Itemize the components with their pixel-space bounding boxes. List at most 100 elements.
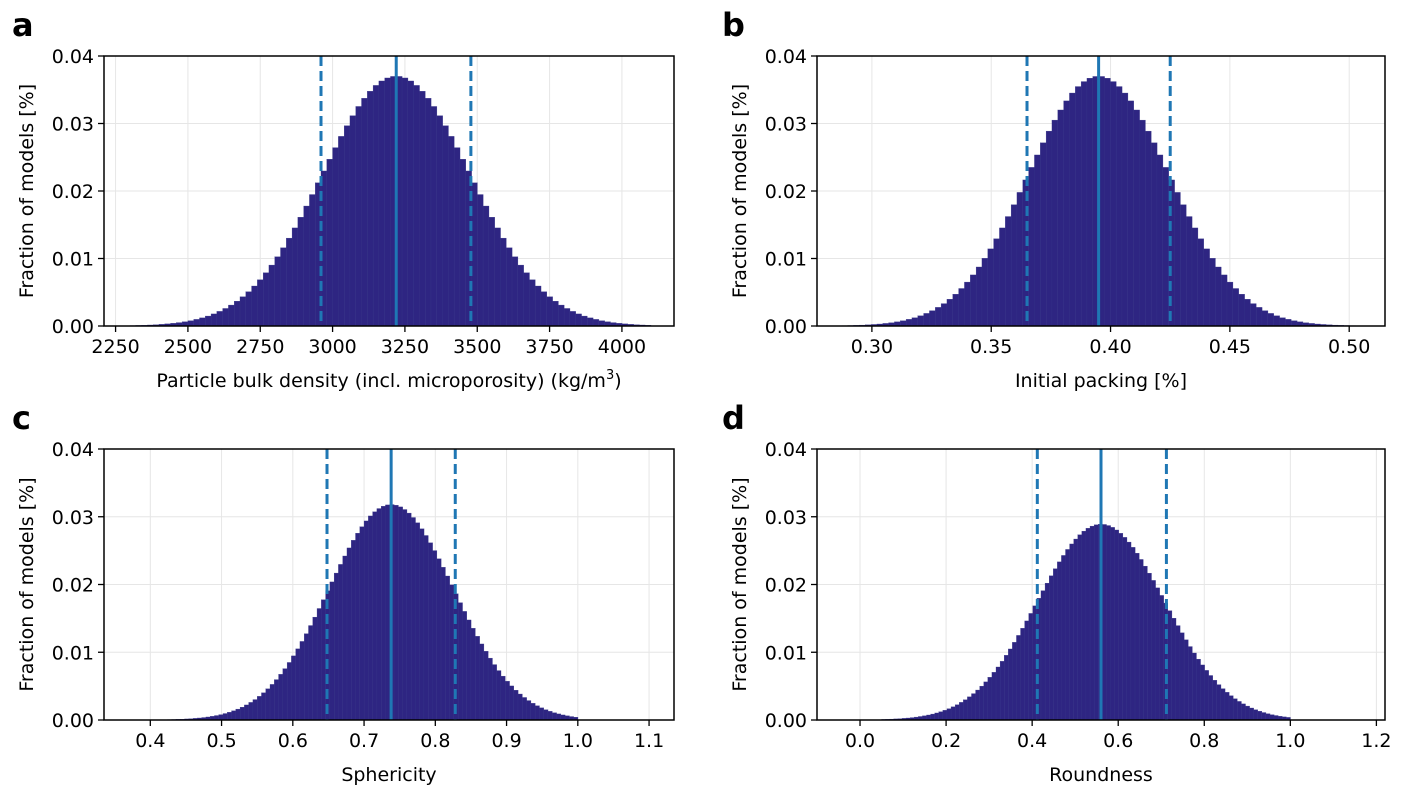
histogram-bar: [999, 227, 1006, 327]
histogram-bar: [1224, 692, 1230, 721]
x-axis-label-text: Particle bulk density (incl. microporosi…: [156, 370, 606, 392]
x-axis-label-text: Sphericity: [341, 764, 436, 785]
x-tick-label: 3500: [453, 336, 501, 358]
histogram-bar: [436, 558, 442, 721]
histogram-bar: [1209, 258, 1216, 327]
histogram-bar: [504, 681, 510, 721]
histogram-bar: [248, 702, 254, 721]
histogram-bar: [1143, 565, 1148, 721]
histogram-bar: [1253, 709, 1258, 721]
histogram-bar: [1174, 192, 1181, 327]
y-tick-label: 0.01: [765, 642, 807, 664]
y-tick-label: 0.01: [765, 249, 807, 271]
histogram-bar: [222, 308, 229, 327]
histogram-bar: [239, 296, 247, 327]
x-tick-label: 1.0: [563, 730, 593, 752]
x-tick-label: 0.4: [135, 730, 165, 752]
histogram-bar: [459, 159, 466, 327]
histogram-bar: [1081, 530, 1087, 721]
panel-letter: a: [12, 6, 34, 44]
histogram-bar: [304, 633, 309, 721]
histogram-bar: [954, 704, 960, 721]
histogram-bar: [1226, 281, 1234, 327]
histogram-bar: [971, 693, 976, 721]
histogram-bar: [1121, 92, 1129, 327]
histogram-bar: [1044, 582, 1050, 721]
histogram-bar: [993, 238, 1000, 327]
histogram-bar: [1077, 534, 1083, 721]
histogram-bar: [569, 311, 576, 327]
x-tick-label: 0.30: [851, 336, 893, 358]
histogram-bar: [245, 291, 252, 327]
histogram-bar: [575, 313, 582, 327]
histogram-bar: [1115, 86, 1123, 327]
histogram-bar: [938, 711, 944, 721]
histogram-bar: [540, 291, 547, 327]
histogram-bar: [963, 699, 968, 721]
histogram-bar: [291, 227, 299, 327]
x-axis-label: Initial packing [%]: [1015, 370, 1187, 392]
histogram-bar: [295, 648, 301, 721]
histogram-bar: [1203, 248, 1210, 327]
histogram-bar: [308, 625, 314, 721]
histogram-bar: [1232, 698, 1238, 721]
histogram-bar: [930, 713, 935, 721]
x-axis-label-text: Initial packing [%]: [1015, 370, 1187, 392]
histogram-bar: [1069, 543, 1074, 721]
y-tick-label: 0.02: [52, 575, 94, 597]
histogram-bar: [526, 700, 532, 721]
histogram-bar: [1053, 568, 1058, 721]
histogram-bar: [239, 707, 245, 721]
x-tick-label: 0.35: [970, 336, 1012, 358]
histogram-bar: [228, 304, 235, 327]
histogram-bar: [344, 125, 351, 327]
histogram-bar: [926, 714, 931, 721]
histogram-bar: [506, 247, 513, 327]
histogram-bar: [349, 115, 357, 327]
histogram-bar: [372, 511, 378, 721]
histogram-bar: [406, 512, 412, 721]
histogram-bar: [1004, 655, 1009, 721]
histogram-bar: [1020, 628, 1025, 721]
y-tick-label: 0.04: [52, 46, 94, 68]
histogram-bar: [511, 256, 519, 327]
histogram-bar: [440, 567, 446, 721]
histogram-bar: [1139, 119, 1146, 327]
histogram-bar: [1086, 78, 1094, 327]
histogram-bar: [543, 709, 549, 721]
histogram-bar: [342, 555, 348, 721]
histogram-bar: [1191, 227, 1199, 327]
histogram-bar: [1156, 154, 1164, 327]
histogram-bar: [1273, 315, 1280, 327]
histogram-bar: [1162, 167, 1169, 327]
histogram-bar: [231, 710, 237, 721]
x-tick-label: 0.50: [1328, 336, 1370, 358]
histogram-bar: [1244, 299, 1251, 327]
histogram-bar: [959, 702, 964, 721]
histogram-bar: [466, 619, 472, 721]
histogram-bar: [911, 317, 919, 327]
histogram-bar: [268, 264, 276, 327]
histogram-bar: [1250, 303, 1257, 327]
x-tick-label: 2750: [236, 336, 284, 358]
histogram-bar: [376, 508, 382, 721]
y-tick-label: 0.00: [765, 316, 807, 338]
panel-d: d 0.0 0.2 0.4 0.6 0.8 1.0 1.2 0.00 0.01 0.02 0.03 0.…: [722, 399, 1392, 785]
histogram-bar: [946, 708, 952, 721]
y-axis-label: Fraction of models [%]: [729, 84, 751, 298]
histogram-bar: [1255, 307, 1263, 327]
y-tick-label: 0.04: [52, 439, 94, 461]
histogram-bar: [415, 522, 420, 721]
histogram-bar: [1215, 266, 1222, 327]
histogram-bar: [534, 285, 542, 327]
histogram-bar: [1192, 652, 1197, 721]
histogram-bar: [1110, 527, 1115, 721]
histogram-bar: [252, 699, 258, 721]
histogram-bar: [987, 677, 993, 721]
histogram-bar: [381, 506, 386, 721]
histogram-bar: [1197, 238, 1204, 327]
histogram-bar: [1138, 559, 1144, 721]
x-tick-label: 0.9: [491, 730, 521, 752]
histogram-bar: [975, 689, 980, 721]
